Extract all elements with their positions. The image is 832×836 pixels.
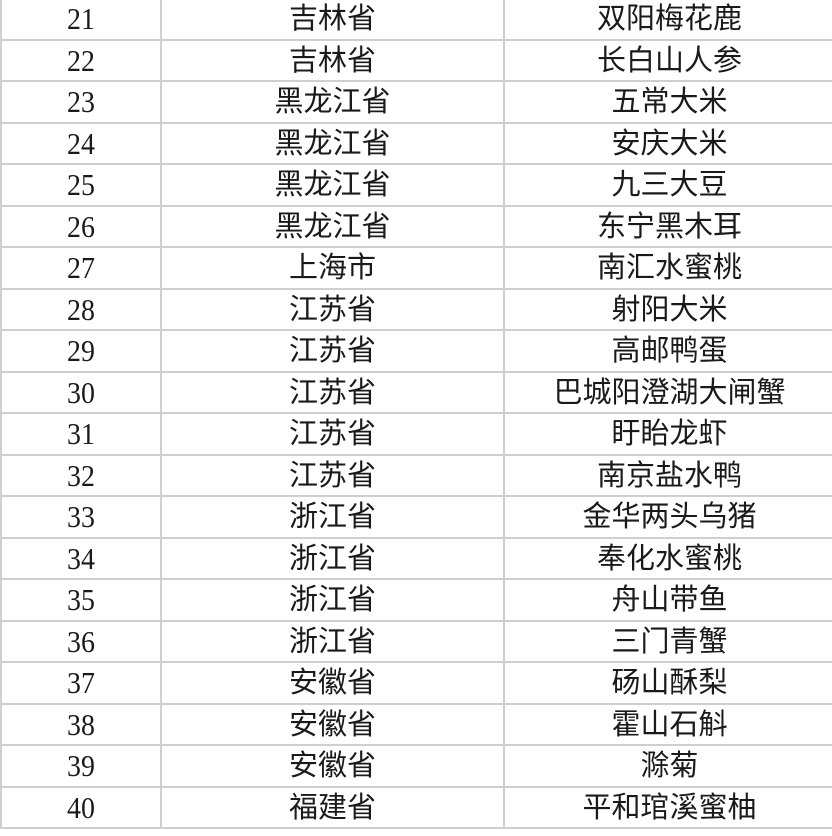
product-cell[interactable]: 滁菊 [503,744,832,788]
table-row: 22 吉林省 长白山人参 [1,38,832,82]
row-number-cell[interactable]: 25 [8,163,154,207]
product-cell[interactable]: 长白山人参 [503,38,832,82]
product-cell[interactable]: 东宁黑木耳 [503,204,832,248]
table-row: 31 江苏省 盱眙龙虾 [1,412,832,456]
product-cell[interactable]: 南汇水蜜桃 [503,246,832,290]
product-cell[interactable]: 射阳大米 [503,287,832,331]
table-row: 40 福建省 平和琯溪蜜柚 [1,785,832,829]
row-number-cell[interactable]: 27 [8,246,154,290]
row-number-cell[interactable]: 28 [8,287,154,331]
product-cell[interactable]: 九三大豆 [503,163,832,207]
table-row: 39 安徽省 滁菊 [1,744,832,788]
province-cell[interactable]: 江苏省 [160,370,505,414]
table-row: 29 江苏省 高邮鸭蛋 [1,329,832,373]
table-row: 21 吉林省 双阳梅花鹿 [1,0,832,41]
row-number-cell[interactable]: 22 [8,38,154,82]
province-cell[interactable]: 黑龙江省 [160,204,505,248]
row-number-cell[interactable]: 39 [8,744,154,788]
product-cell[interactable]: 金华两头乌猪 [503,495,832,539]
product-cell[interactable]: 三门青蟹 [503,619,832,663]
province-cell[interactable]: 浙江省 [160,619,505,663]
product-cell[interactable]: 盱眙龙虾 [503,412,832,456]
row-number-cell[interactable]: 23 [8,80,154,124]
province-cell[interactable]: 江苏省 [160,412,505,456]
table-row: 35 浙江省 舟山带鱼 [1,578,832,622]
table-row: 30 江苏省 巴城阳澄湖大闸蟹 [1,370,832,414]
row-number-cell[interactable]: 38 [8,702,154,746]
table-row: 28 江苏省 射阳大米 [1,287,832,331]
table-row: 36 浙江省 三门青蟹 [1,619,832,663]
table-row: 32 江苏省 南京盐水鸭 [1,453,832,497]
province-cell[interactable]: 黑龙江省 [160,80,505,124]
row-number-cell[interactable]: 31 [8,412,154,456]
row-number-cell[interactable]: 40 [8,785,154,829]
table-row: 37 安徽省 砀山酥梨 [1,661,832,705]
product-cell[interactable]: 双阳梅花鹿 [503,0,832,41]
table-row: 33 浙江省 金华两头乌猪 [1,495,832,539]
row-number-cell[interactable]: 30 [8,370,154,414]
product-cell[interactable]: 巴城阳澄湖大闸蟹 [503,370,832,414]
product-cell[interactable]: 高邮鸭蛋 [503,329,832,373]
product-cell[interactable]: 舟山带鱼 [503,578,832,622]
table-row: 34 浙江省 奉化水蜜桃 [1,536,832,580]
product-cell[interactable]: 五常大米 [503,80,832,124]
province-cell[interactable]: 安徽省 [160,702,505,746]
province-cell[interactable]: 浙江省 [160,495,505,539]
table-row: 38 安徽省 霍山石斛 [1,702,832,746]
table-row: 27 上海市 南汇水蜜桃 [1,246,832,290]
product-cell[interactable]: 平和琯溪蜜柚 [503,785,832,829]
province-cell[interactable]: 安徽省 [160,661,505,705]
row-number-cell[interactable]: 37 [8,661,154,705]
province-cell[interactable]: 黑龙江省 [160,121,505,165]
province-cell[interactable]: 黑龙江省 [160,163,505,207]
province-cell[interactable]: 吉林省 [160,38,505,82]
table-row: 24 黑龙江省 安庆大米 [1,121,832,165]
province-cell[interactable]: 浙江省 [160,578,505,622]
row-number-cell[interactable]: 33 [8,495,154,539]
table-row: 23 黑龙江省 五常大米 [1,80,832,124]
row-number-cell[interactable]: 21 [8,0,154,41]
table-row: 25 黑龙江省 九三大豆 [1,163,832,207]
province-cell[interactable]: 江苏省 [160,329,505,373]
province-cell[interactable]: 江苏省 [160,287,505,331]
province-cell[interactable]: 上海市 [160,246,505,290]
product-cell[interactable]: 砀山酥梨 [503,661,832,705]
row-number-cell[interactable]: 29 [8,329,154,373]
row-number-cell[interactable]: 36 [8,619,154,663]
product-cell[interactable]: 安庆大米 [503,121,832,165]
row-number-cell[interactable]: 34 [8,536,154,580]
product-cell[interactable]: 奉化水蜜桃 [503,536,832,580]
row-number-cell[interactable]: 32 [8,453,154,497]
province-cell[interactable]: 江苏省 [160,453,505,497]
province-cell[interactable]: 安徽省 [160,744,505,788]
row-number-cell[interactable]: 35 [8,578,154,622]
product-cell[interactable]: 霍山石斛 [503,702,832,746]
province-cell[interactable]: 吉林省 [160,0,505,41]
row-number-cell[interactable]: 24 [8,121,154,165]
table-row: 26 黑龙江省 东宁黑木耳 [1,204,832,248]
product-cell[interactable]: 南京盐水鸭 [503,453,832,497]
province-cell[interactable]: 浙江省 [160,536,505,580]
row-number-cell[interactable]: 26 [8,204,154,248]
province-cell[interactable]: 福建省 [160,785,505,829]
